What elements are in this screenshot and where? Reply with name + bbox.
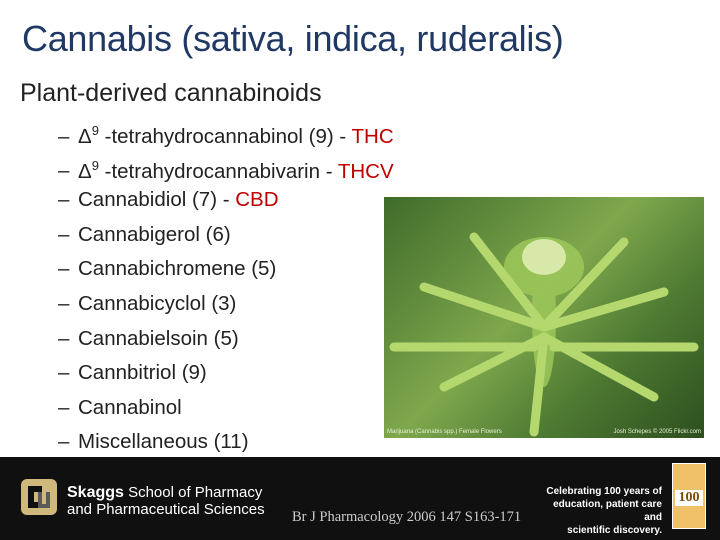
list-item: – Miscellaneous (11) [58, 430, 249, 454]
slide-title: Cannabis (sativa, indica, ruderalis) [22, 18, 564, 59]
centennial-text: Celebrating 100 years of education, patie… [546, 486, 662, 536]
list-item: – Cannabichromene (5) [58, 257, 277, 281]
footer-banner: Skaggs School of Pharmacy and Pharmaceut… [0, 457, 720, 540]
list-item: – Cannabielsoin (5) [58, 326, 239, 350]
list-item: – Cannabinol [58, 395, 182, 419]
cu-logo-icon [21, 479, 57, 515]
list-item: – Cannbitriol (9) [58, 361, 207, 385]
citation: Br J Pharmacology 2006 147 S163-171 [292, 509, 522, 525]
list-item: – Cannabicyclol (3) [58, 291, 237, 315]
slide-subtitle: Plant-derived cannabinoids [20, 79, 322, 107]
list-item: – Cannabidiol (7) - CBD [58, 188, 279, 212]
photo-caption: Marijuana (Cannabis spp.) Female Flowers [387, 429, 502, 435]
cannabinoid-list: – Δ9 -tetrahydrocannabinol (9) - THC – Δ9 -… [58, 116, 394, 462]
list-item: – Δ9 -tetrahydrocannabivarin - THCV [58, 157, 394, 183]
school-name: Skaggs School of Pharmacy and Pharmaceut… [67, 484, 265, 518]
list-item: – Cannabigerol (6) [58, 222, 231, 246]
photo-credit: Josh Schepes © 2005 Flickr.com [613, 429, 701, 435]
centennial-badge: 100 [672, 463, 706, 529]
list-item: – Δ9 -tetrahydrocannabinol (9) - THC [58, 123, 394, 148]
cannabis-plant-photo: Marijuana (Cannabis spp.) Female Flowers… [384, 197, 704, 438]
